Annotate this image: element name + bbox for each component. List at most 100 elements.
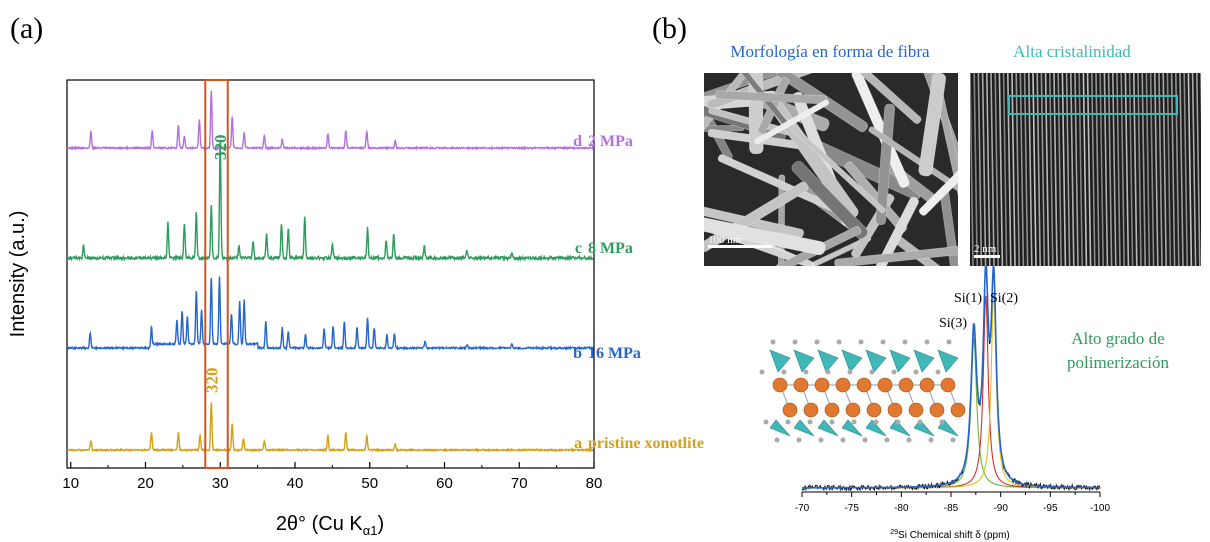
h-atom [902, 339, 908, 345]
tem-fringe [1191, 73, 1197, 266]
h-atom [796, 437, 802, 443]
tem-fringe [1107, 73, 1113, 266]
tem-fringe [1133, 73, 1138, 266]
sem-title: Morfología en forma de fibra [730, 42, 930, 61]
h-atom [935, 369, 941, 375]
h-atom [851, 419, 857, 425]
tem-scale-label: 2 nm [974, 243, 997, 255]
xrd-series-b [67, 276, 594, 352]
xrd-chart: 10 20 30 40 50 60 70 80 320 320 d 2 MPa c 8 MPa b 16… [7, 79, 704, 538]
h-atom [770, 339, 776, 345]
h-atom [785, 419, 791, 425]
h-atom [950, 437, 956, 443]
tem-fringe [1057, 73, 1062, 266]
ca-atom [772, 377, 788, 393]
sem-fiber [918, 73, 947, 177]
tem-fringe [1128, 73, 1134, 266]
tem-fringe [1149, 73, 1155, 266]
panel-a-label: (a) [10, 12, 43, 45]
series-name-b: 16 MPa [588, 345, 641, 362]
ca-atom [940, 377, 956, 393]
ca-atom [866, 402, 882, 418]
tem-fringe [1099, 73, 1104, 266]
tem-fringe [970, 73, 974, 266]
tem-title: Alta cristalinidad [1013, 42, 1131, 61]
tem-lattice-image [970, 73, 1201, 266]
tem-fringe [1137, 73, 1142, 266]
sem-fiber [868, 126, 958, 192]
tem-scale-bar [974, 255, 1000, 258]
tem-fringe [981, 73, 987, 266]
panel-b-label: (b) [652, 12, 687, 45]
h-atom [884, 437, 890, 443]
tem-fringe [1065, 73, 1071, 266]
h-atom [803, 369, 809, 375]
tem-fringe [1120, 73, 1125, 266]
tem-fringe [1179, 73, 1184, 266]
sem-fiber [918, 152, 958, 216]
xrd-tick-label-10: 10 [62, 475, 79, 492]
sem-fiber [834, 245, 958, 266]
series-letter-b: b [573, 345, 582, 362]
sem-fibers-image [704, 73, 958, 266]
h-atom [792, 339, 798, 345]
nmr-tick-label--80: -80 [894, 503, 909, 514]
xrd-tick-label-70: 70 [511, 475, 528, 492]
xrd-y-axis-label: Intensity (a.u.) [7, 211, 29, 338]
ca-atom [856, 377, 872, 393]
h-atom [825, 369, 831, 375]
tem-fringe [1166, 73, 1172, 266]
series-name-c: 8 MPa [588, 240, 633, 257]
tem-fringe [1162, 73, 1167, 266]
series-name-d: 2 MPa [588, 133, 633, 150]
tem-fringe [1124, 73, 1130, 266]
sio4-tetrahedron [889, 349, 911, 373]
ca-atom [950, 402, 966, 418]
ca-atom [814, 377, 830, 393]
tem-fringe [1074, 73, 1079, 266]
h-atom [873, 419, 879, 425]
h-atom [906, 437, 912, 443]
nmr-tick-label--95: -95 [1043, 503, 1058, 514]
xrd-tick-label-50: 50 [361, 475, 378, 492]
xrd-plot-frame [66, 79, 595, 469]
tem-fringe [1078, 73, 1083, 266]
sio4-tetrahedron [769, 419, 791, 437]
sem-fiber [820, 73, 922, 125]
sio4-tetrahedron [817, 419, 839, 437]
series-letter-c: c [575, 240, 582, 257]
sio4-tetrahedron [793, 349, 815, 373]
sio4-tetrahedron [841, 419, 863, 437]
tem-fringe [1170, 73, 1176, 266]
h-atom [759, 369, 765, 375]
ca-atom [887, 402, 903, 418]
tem-fringe [1103, 73, 1109, 266]
xrd-tick-label-60: 60 [436, 475, 453, 492]
xrd-tick-label-80: 80 [586, 475, 603, 492]
peak-label-a-320: 320 [202, 368, 221, 394]
sem-fiber [875, 103, 896, 225]
peak-label-si2: Si(2) [990, 291, 1018, 306]
tem-fringe [1082, 73, 1088, 266]
sio4-tetrahedron [841, 349, 863, 373]
tem-fringe [1028, 73, 1033, 266]
h-atom [895, 419, 901, 425]
tem-fringe [1141, 73, 1146, 266]
ca-atom [908, 402, 924, 418]
nmr-experimental [801, 265, 1101, 492]
nmr-x-axis-label: 29Si Chemical shift δ (ppm) [890, 529, 1010, 541]
nmr-chart: -70 -75 -80 -85 -90 -95 -100 Si(1) Si(2) Si(3)… [795, 261, 1169, 541]
tem-fringe [1040, 73, 1046, 266]
tem-fringe [1158, 73, 1163, 266]
series-letter-d: d [573, 133, 582, 150]
xrd-series-labels: d 2 MPa c 8 MPa b 16 MPa a pristine xonotlite [573, 133, 704, 452]
nmr-tick-label--90: -90 [993, 503, 1008, 514]
tem-fringe [973, 73, 978, 266]
tem-micrograph: 2 nm [970, 73, 1201, 266]
tem-fringe [1183, 73, 1188, 266]
nmr-tick-label--75: -75 [844, 503, 859, 514]
tem-fringe [1095, 73, 1100, 266]
tem-fringe [1154, 73, 1159, 266]
nmr-tick-label--85: -85 [944, 503, 959, 514]
xrd-series-d [67, 90, 594, 151]
